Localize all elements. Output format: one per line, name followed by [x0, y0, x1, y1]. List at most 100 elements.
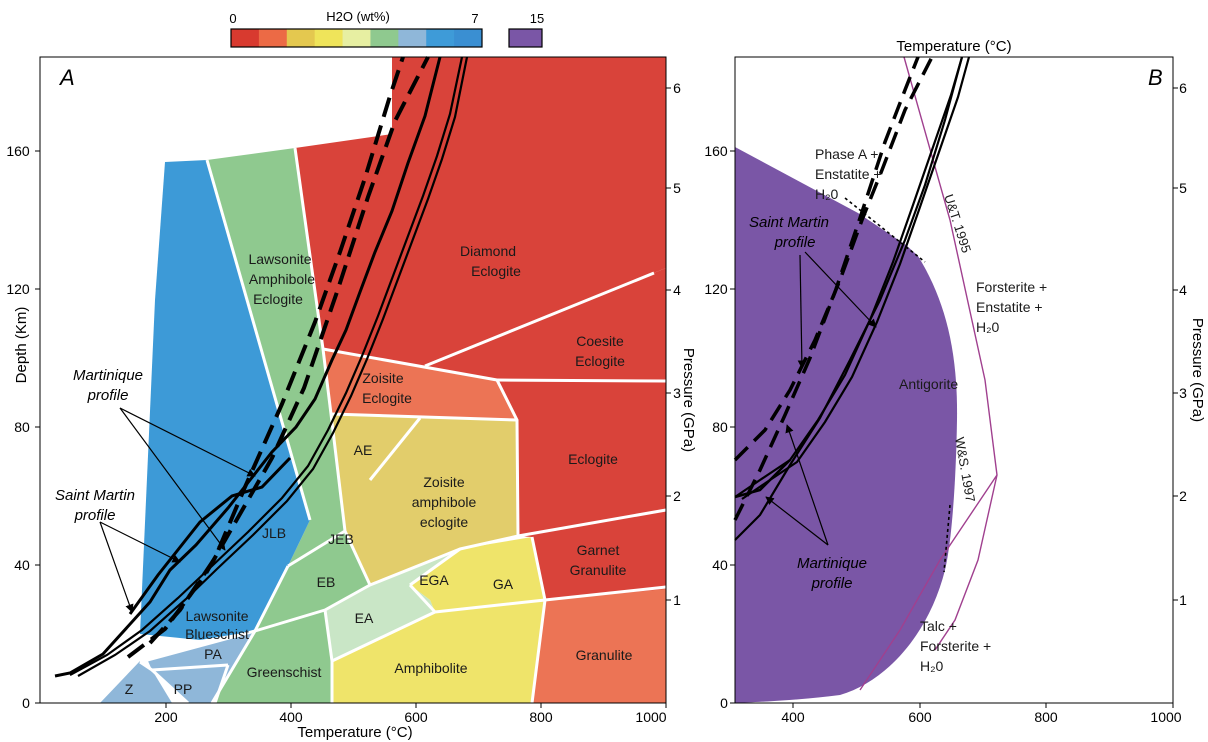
martinique-annotation-b: Martinique profile: [797, 555, 867, 592]
colorbar-bins: [231, 29, 483, 47]
facies-labels: Diamond Eclogite Coesite Eclogite Eclogite…: [125, 243, 633, 697]
boundary-line: [544, 585, 667, 602]
martinique-arrow-a: [119, 407, 256, 477]
x-tick-label: 1000: [635, 709, 666, 725]
p-tick-label: 2: [673, 488, 681, 504]
y-tick-label: 160: [704, 143, 728, 159]
boundary-line: [205, 159, 312, 521]
facies-ga: [410, 537, 545, 600]
talc-label: Talc + Forsterite + H₂0: [920, 618, 991, 674]
saint-martin-annotation-a: Saint Martin profile: [55, 487, 135, 524]
p-tick-label: 1: [673, 592, 681, 608]
label-pa: PA: [204, 646, 222, 662]
boundary-line: [408, 583, 437, 614]
martinique-arrow-b: [785, 424, 829, 546]
saint-martin-profile-a: [54, 56, 442, 678]
boundary-line: [213, 664, 230, 704]
ut-1995-label: U&T. 1995: [941, 192, 974, 254]
martinique-profile-b-inner: [741, 56, 971, 500]
y-tick-label: 120: [6, 281, 30, 297]
x-tick-label: 400: [781, 709, 805, 725]
p-tick-label: 1: [1179, 592, 1187, 608]
colorbar-bin: [370, 29, 399, 47]
facies-amphibolite: [332, 600, 546, 703]
y-tick-label: 160: [6, 143, 30, 159]
forsterite-label: Forsterite + Enstatite + H₂0: [976, 279, 1047, 335]
x-tick-label: 400: [279, 709, 303, 725]
ws-dotted: [943, 504, 951, 573]
panel-a: Diamond Eclogite Coesite Eclogite Eclogite…: [6, 56, 697, 741]
talc-curve: [859, 474, 998, 691]
colorbar-bin: [454, 29, 483, 47]
saint-martin-dashed-b: [733, 56, 934, 462]
geotherm-profiles-b: [733, 56, 971, 541]
boundary-line: [496, 378, 667, 383]
x-tick-label: 800: [529, 709, 553, 725]
saint-martin-dashed-a: [126, 56, 430, 659]
colorbar-extra-swatch: [508, 28, 543, 48]
facies-z: [100, 661, 172, 703]
annotations-a: Martinique profile Saint Martin profile: [55, 367, 256, 613]
label-lawsonite-amphibole-eclogite: Lawsonite Amphibole Eclogite: [248, 251, 315, 307]
y-tick-label: 0: [22, 695, 30, 711]
colorbar-max-label: 7: [471, 11, 478, 26]
label-amphibolite: Amphibolite: [394, 660, 467, 676]
p-tick-label: 6: [1179, 80, 1187, 96]
x-tick-label: 800: [1034, 709, 1058, 725]
label-diamond-eclogite: Diamond Eclogite: [460, 243, 521, 279]
antigorite-label: Antigorite: [899, 376, 958, 392]
p-tick-label: 4: [1179, 282, 1187, 298]
boundary-line: [150, 668, 190, 705]
martinique-profile-a-outer: [69, 56, 464, 676]
phase-a-label: Phase A + Enstatite + H₂0: [815, 146, 882, 202]
y-tick-label: 80: [14, 419, 30, 435]
annotations-b: Saint Martin profile Martinique profile: [749, 214, 877, 592]
panel-b-ylabel-right: Pressure (GPa): [1189, 318, 1206, 422]
panel-a-frame: [39, 56, 667, 704]
martinique-annotation-a: Martinique profile: [73, 367, 143, 404]
label-pp: PP: [174, 681, 193, 697]
panel-a-ylabel-right: Pressure (GPa): [680, 348, 697, 452]
boundary-line: [139, 660, 229, 672]
facies-ega: [325, 549, 460, 661]
panel-a-tick-labels: 200 400 600 800 1000 0 40 80 120 160 1 2…: [6, 80, 681, 725]
facies-zoisite-eclogite: [323, 349, 517, 420]
panel-a-letter: A: [58, 65, 75, 90]
martinique-upper-b: [734, 459, 791, 499]
panel-b-letter: B: [1148, 65, 1163, 90]
ws-1997-label: W&S. 1997: [952, 436, 978, 503]
label-zoisite-amphibole-eclogite: Zoisite amphibole eclogite: [412, 474, 477, 530]
facies-greenschist: [212, 610, 332, 703]
boundary-line: [287, 529, 346, 568]
label-zoisite-eclogite: Zoisite Eclogite: [362, 370, 412, 406]
label-jeb: JEB: [328, 531, 354, 547]
panel-a-ticks: [35, 87, 671, 708]
boundary-line: [322, 347, 519, 422]
p-tick-label: 3: [1179, 385, 1187, 401]
colorbar-bin: [286, 29, 316, 47]
facies-granulite: [532, 589, 666, 703]
colorbar-extra-label: 15: [530, 11, 544, 26]
y-tick-label: 40: [712, 557, 728, 573]
saint-martin-arrow-a: [99, 521, 134, 613]
facies-eclogite-fields: [425, 268, 666, 600]
label-greenschist: Greenschist: [247, 664, 322, 680]
facies-zoisite-amphibole-eclogite: [331, 414, 518, 585]
panel-b-ticks: [730, 87, 1178, 708]
label-z: Z: [125, 681, 134, 697]
panel-b: Phase A + Enstatite + H₂0 Forsterite + Enst…: [704, 38, 1206, 725]
saint-martin-annotation-b: Saint Martin profile: [749, 214, 829, 251]
p-tick-label: 5: [673, 180, 681, 196]
label-jlb: JLB: [262, 525, 286, 541]
facies-eb: [255, 531, 370, 631]
phase-a-boundary: [844, 197, 926, 263]
colorbar: H2O (wt%) 0 7 15: [229, 9, 544, 48]
panel-b-frame: [734, 56, 1174, 704]
x-tick-label: 200: [154, 709, 178, 725]
saint-martin-arrow-b: [804, 251, 877, 328]
facies-boundaries: [139, 147, 667, 705]
martinique-arrow-a: [119, 407, 226, 551]
y-tick-label: 120: [704, 281, 728, 297]
x-tick-label: 600: [404, 709, 428, 725]
colorbar-bin: [342, 29, 371, 47]
